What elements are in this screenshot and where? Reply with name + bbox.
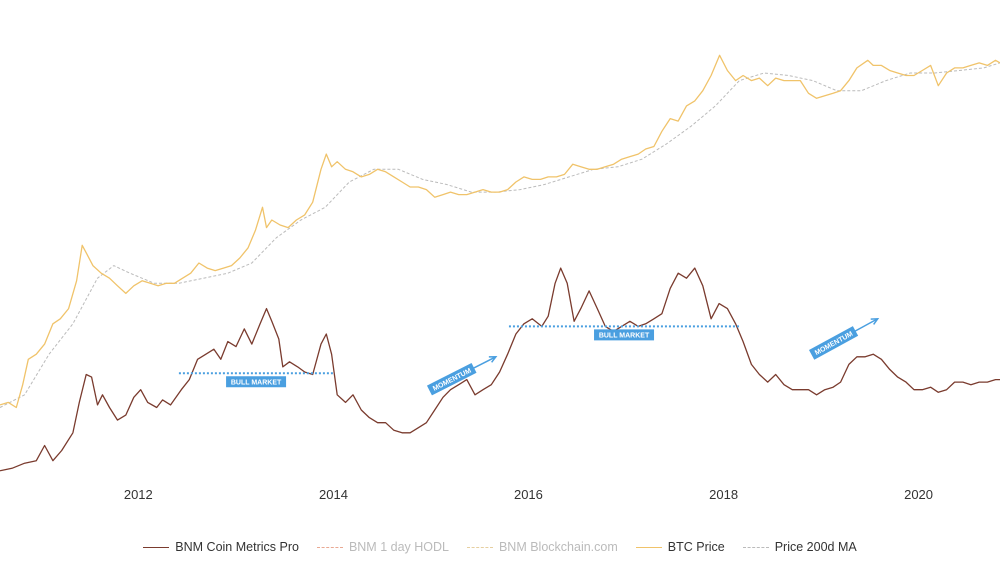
legend-item-price-200d-ma[interactable]: Price 200d MA (742, 540, 857, 554)
legend-swatch (143, 546, 170, 548)
legend-label: BNM 1 day HODL (348, 540, 449, 554)
legend-label: BNM Blockchain.com (498, 540, 618, 554)
legend-label: BNM Coin Metrics Pro (175, 540, 299, 554)
bull-market-label: BULL MARKET (594, 329, 655, 341)
momentum-label-bg (426, 362, 477, 396)
x-tick-label-2016: 2016 (514, 487, 543, 502)
series-line-price-200d-ma (0, 62, 1000, 408)
legend-swatch (466, 546, 493, 548)
momentum-arrowhead (488, 356, 498, 363)
legend-item-bnm-coin-metrics-pro[interactable]: BNM Coin Metrics Pro (143, 540, 299, 554)
momentum-label-bg (809, 326, 859, 360)
series-line-btc-price (0, 54, 1000, 409)
momentum-label: MOMENTUM (426, 362, 477, 396)
bull-market-label: BULL MARKET (226, 376, 287, 388)
momentum-arrowhead (870, 317, 880, 325)
legend-item-bnm-1-day-hodl[interactable]: BNM 1 day HODL (316, 540, 449, 554)
legend: BNM Coin Metrics Pro BNM 1 day HODL BNM Bl… (0, 537, 1000, 557)
x-tick-label-2012: 2012 (124, 487, 153, 502)
momentum-label: MOMENTUM (809, 326, 859, 360)
x-tick-label-2020: 2020 (904, 487, 933, 502)
annotation-layer: BULL MARKET BULL MARKET MOMENTUM MOMENTUM (178, 317, 880, 396)
momentum-label-text: MOMENTUM (814, 331, 854, 357)
chart: BULL MARKET BULL MARKET MOMENTUM MOMENTUM 2… (0, 54, 1000, 502)
series-layer (0, 54, 1000, 472)
bull-market-label-text: BULL MARKET (231, 380, 282, 387)
legend-item-btc-price[interactable]: BTC Price (635, 540, 725, 554)
legend-label: BTC Price (667, 540, 725, 554)
x-tick-label-2018: 2018 (709, 487, 738, 502)
legend-swatch (635, 546, 662, 548)
series-line-bnm-coin-metrics-pro (0, 267, 1000, 472)
x-tick-label-2014: 2014 (319, 487, 348, 502)
legend-item-bnm-blockchain-com[interactable]: BNM Blockchain.com (466, 540, 618, 554)
legend-swatch (316, 546, 343, 548)
legend-swatch (742, 546, 769, 548)
x-axis: 2012 2014 2016 2018 2020 (124, 487, 933, 502)
bull-market-label-bg (226, 376, 287, 388)
legend-label: Price 200d MA (774, 540, 857, 554)
bull-market-label-text: BULL MARKET (599, 333, 650, 340)
bull-market-label-bg (594, 329, 655, 341)
